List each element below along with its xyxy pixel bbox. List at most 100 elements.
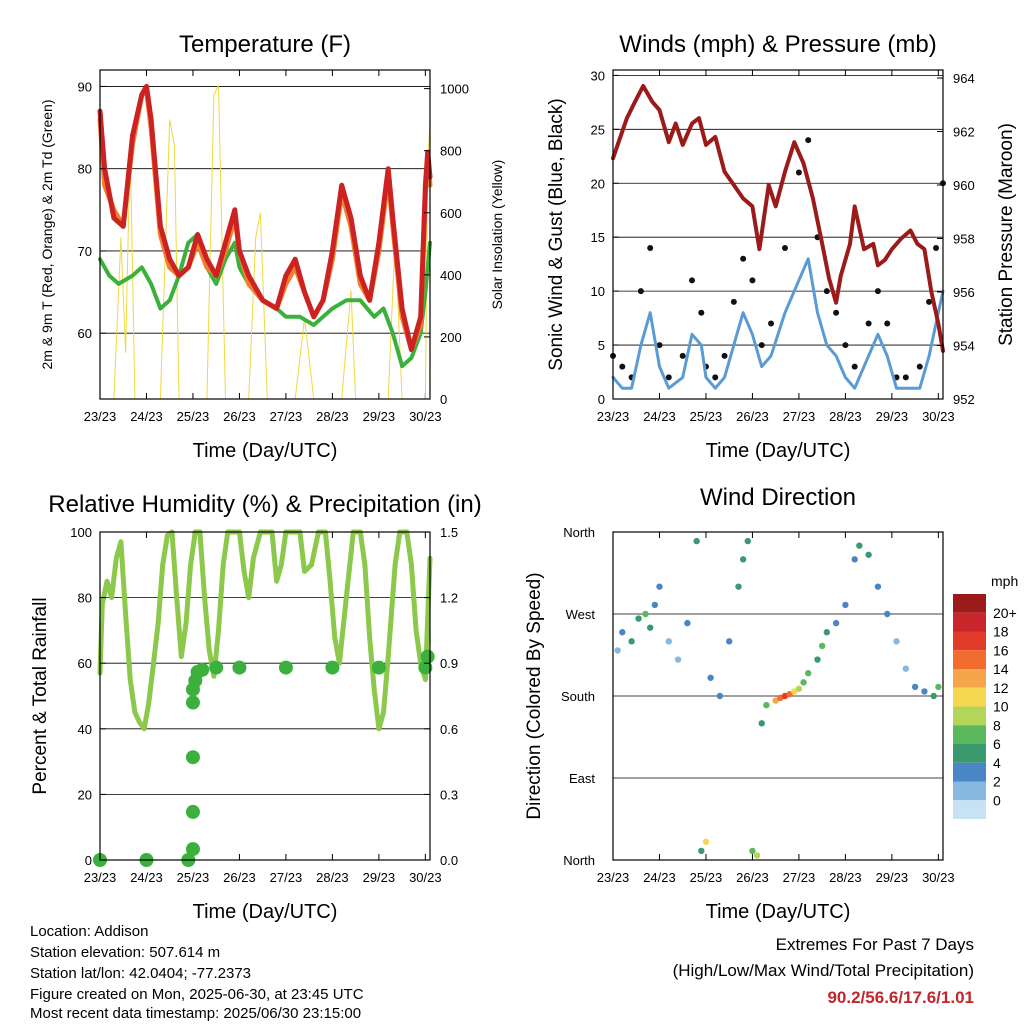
x-tick-label-2-4: 27/23: [270, 870, 303, 885]
direction-point-3: [635, 615, 642, 622]
gust-point-18: [781, 244, 788, 251]
y2-tick-label-0-1: 200: [440, 330, 462, 345]
gust-point-20: [805, 137, 812, 144]
x-tick-label-1-0: 23/23: [597, 409, 630, 424]
y2-tick-label-2-1: 0.3: [440, 787, 458, 802]
x-tick-label-1-2: 25/23: [690, 409, 723, 424]
gust-point-30: [902, 374, 909, 381]
direction-point-17: [735, 583, 742, 590]
gust-point-17: [768, 320, 775, 327]
y2-tick-label-0-4: 800: [440, 144, 462, 159]
x-tick-label-0-3: 26/23: [223, 409, 256, 424]
rainfall-point-12: [232, 660, 247, 675]
x-tick-label-2-1: 24/23: [130, 870, 163, 885]
direction-point-34: [823, 629, 831, 636]
y-tick-label-1-4: 20: [591, 176, 605, 191]
chart-title-2: Relative Humidity (%) & Precipitation (i…: [48, 491, 481, 518]
rainfall-point-17: [420, 649, 435, 664]
direction-point-30: [800, 679, 807, 686]
x-tick-label-0-1: 24/23: [130, 409, 163, 424]
direction-point-19: [744, 537, 751, 545]
rainfall-point-4: [185, 804, 200, 819]
direction-point-33: [818, 642, 826, 650]
direction-point-14: [707, 674, 714, 681]
colorbar-swatch-9: [953, 762, 986, 782]
colorbar-swatch-1: [953, 612, 986, 632]
rainfall-point-14: [325, 660, 340, 675]
colorbar-swatch-0: [953, 594, 986, 613]
y-tick-label-1-2: 10: [591, 284, 605, 299]
x-tick-label-1-6: 29/23: [876, 409, 909, 424]
y2-tick-label-2-4: 1.2: [440, 591, 458, 606]
x-tick-label-2-2: 25/23: [177, 870, 210, 885]
x-tick-label-3-6: 29/23: [876, 870, 909, 885]
direction-point-20: [749, 847, 756, 855]
direction-point-46: [930, 692, 937, 700]
x-tick-label-1-7: 30/23: [922, 409, 955, 424]
colorbar-label-6: 8: [993, 717, 1001, 733]
footer-elevation: Station elevation: 507.614 m: [30, 944, 221, 961]
direction-point-32: [814, 656, 821, 663]
dir-tick-label-4: North: [563, 525, 595, 540]
x-tick-label-3-2: 25/23: [690, 870, 723, 885]
y2-tick-label-1-5: 962: [953, 125, 975, 140]
rainfall-point-10: [195, 662, 210, 677]
direction-point-6: [651, 601, 659, 609]
gust-point-16: [758, 342, 765, 349]
y-tick-label-2-0: 0: [85, 853, 92, 868]
colorbar-swatch-8: [953, 744, 986, 763]
direction-point-39: [865, 551, 872, 558]
direction-point-2: [628, 638, 635, 645]
y-tick-label-2-2: 40: [78, 722, 92, 737]
direction-point-24: [772, 697, 779, 704]
plot-frame-3: [612, 531, 944, 861]
dir-tick-label-1: East: [569, 771, 595, 786]
gust-point-4: [647, 244, 654, 251]
humidity-line: [97, 529, 433, 732]
footer-recent: Most recent data timestamp: 2025/06/30 2…: [30, 1005, 362, 1022]
colorbar-label-1: 18: [993, 624, 1009, 640]
chart-title-1: Winds (mph) & Pressure (mb): [619, 31, 936, 58]
chart-title-3: Wind Direction: [700, 484, 856, 511]
y-axis-label-2: Percent & Total Rainfall: [30, 597, 51, 794]
y2-tick-label-1-6: 964: [953, 71, 975, 86]
direction-point-5: [646, 624, 654, 631]
temp-2m-line: [97, 83, 433, 353]
x-tick-label-2-0: 23/23: [84, 870, 117, 885]
gust-point-27: [874, 288, 881, 295]
x-tick-label-0-0: 23/23: [84, 409, 117, 424]
x-tick-label-2-5: 28/23: [316, 870, 349, 885]
rainfall-point-16: [418, 660, 433, 675]
dir-tick-label-0: North: [563, 853, 595, 868]
footer-latlon: Station lat/lon: 42.0404; -77.2373: [30, 965, 252, 982]
y-tick-label-2-3: 60: [78, 656, 92, 671]
gust-point-13: [730, 298, 737, 305]
y-axis-label-3: Direction (Colored By Speed): [524, 572, 545, 819]
direction-point-22: [758, 720, 765, 727]
gust-point-15: [749, 277, 756, 284]
x-tick-label-0-4: 27/23: [270, 409, 303, 424]
pressure-line: [611, 84, 945, 353]
gust-point-26: [865, 320, 872, 327]
gust-point-9: [698, 309, 705, 316]
gust-point-22: [823, 288, 830, 295]
direction-point-15: [716, 692, 724, 700]
direction-point-7: [656, 583, 663, 590]
x-tick-label-3-1: 24/23: [643, 870, 676, 885]
x-tick-label-0-6: 29/23: [363, 409, 396, 424]
plot-frame-1: [612, 69, 944, 400]
x-tick-label-1-1: 24/23: [643, 409, 676, 424]
colorbar-swatch-2: [953, 631, 986, 651]
rainfall-point-5: [185, 750, 200, 765]
direction-point-38: [856, 542, 863, 549]
colorbar-label-0: 20+: [993, 605, 1017, 621]
y-axis-label-1: Sonic Wind & Gust (Blue, Black): [546, 98, 567, 370]
colorbar-swatch-11: [953, 800, 986, 819]
x-tick-label-2-6: 29/23: [363, 870, 396, 885]
colorbar-swatch-7: [953, 725, 986, 744]
colorbar-label-8: 4: [993, 755, 1001, 771]
y2-tick-label-1-4: 960: [953, 178, 975, 193]
x-tick-label-3-4: 27/23: [783, 870, 816, 885]
x-tick-label-3-0: 23/23: [597, 870, 630, 885]
